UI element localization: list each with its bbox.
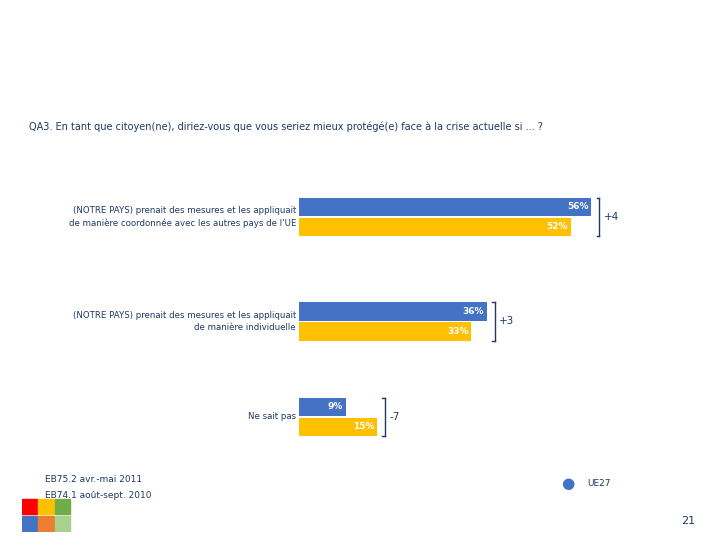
Text: 56%: 56%	[567, 202, 589, 211]
Bar	[299, 198, 591, 215]
Bar	[299, 418, 377, 436]
Text: UE27: UE27	[587, 479, 611, 488]
Text: 52%: 52%	[546, 222, 568, 231]
Text: 1.4 Face à la crise - Priorité à des mesures appliquées de manière: 1.4 Face à la crise - Priorité à des mes…	[22, 49, 568, 65]
Text: 33%: 33%	[447, 327, 469, 336]
Text: -7: -7	[390, 412, 400, 422]
Bar	[38, 516, 54, 532]
Text: (NOTRE PAYS) prenait des mesures et les appliquait
de manière coordonnée avec le: (NOTRE PAYS) prenait des mesures et les …	[68, 206, 296, 228]
Text: coordonnée: coordonnée	[22, 87, 119, 102]
Text: (NOTRE PAYS) prenait des mesures et les appliquait
de manière individuelle: (NOTRE PAYS) prenait des mesures et les …	[73, 310, 296, 332]
Text: Ne sait pas: Ne sait pas	[248, 412, 296, 421]
Bar	[22, 498, 37, 514]
Text: 36%: 36%	[463, 307, 485, 316]
Text: EB75.2 avr.-mai 2011: EB75.2 avr.-mai 2011	[45, 475, 142, 484]
Text: QA3. En tant que citoyen(ne), diriez-vous que vous seriez mieux protégé(e) face : QA3. En tant que citoyen(ne), diriez-vou…	[29, 122, 543, 132]
Text: 15%: 15%	[353, 422, 374, 431]
Bar	[299, 322, 472, 341]
Bar	[55, 516, 71, 532]
Text: +3: +3	[499, 316, 514, 327]
Bar	[299, 302, 487, 321]
Text: EB74.1 août-sept. 2010: EB74.1 août-sept. 2010	[45, 491, 151, 500]
Bar	[22, 516, 37, 532]
Text: 9%: 9%	[328, 402, 343, 411]
Text: +4: +4	[603, 212, 618, 221]
Text: 21: 21	[680, 516, 695, 526]
Bar	[38, 498, 54, 514]
Bar	[299, 218, 570, 235]
Bar	[55, 498, 71, 514]
Bar	[299, 397, 346, 416]
Text: ●: ●	[562, 476, 575, 491]
